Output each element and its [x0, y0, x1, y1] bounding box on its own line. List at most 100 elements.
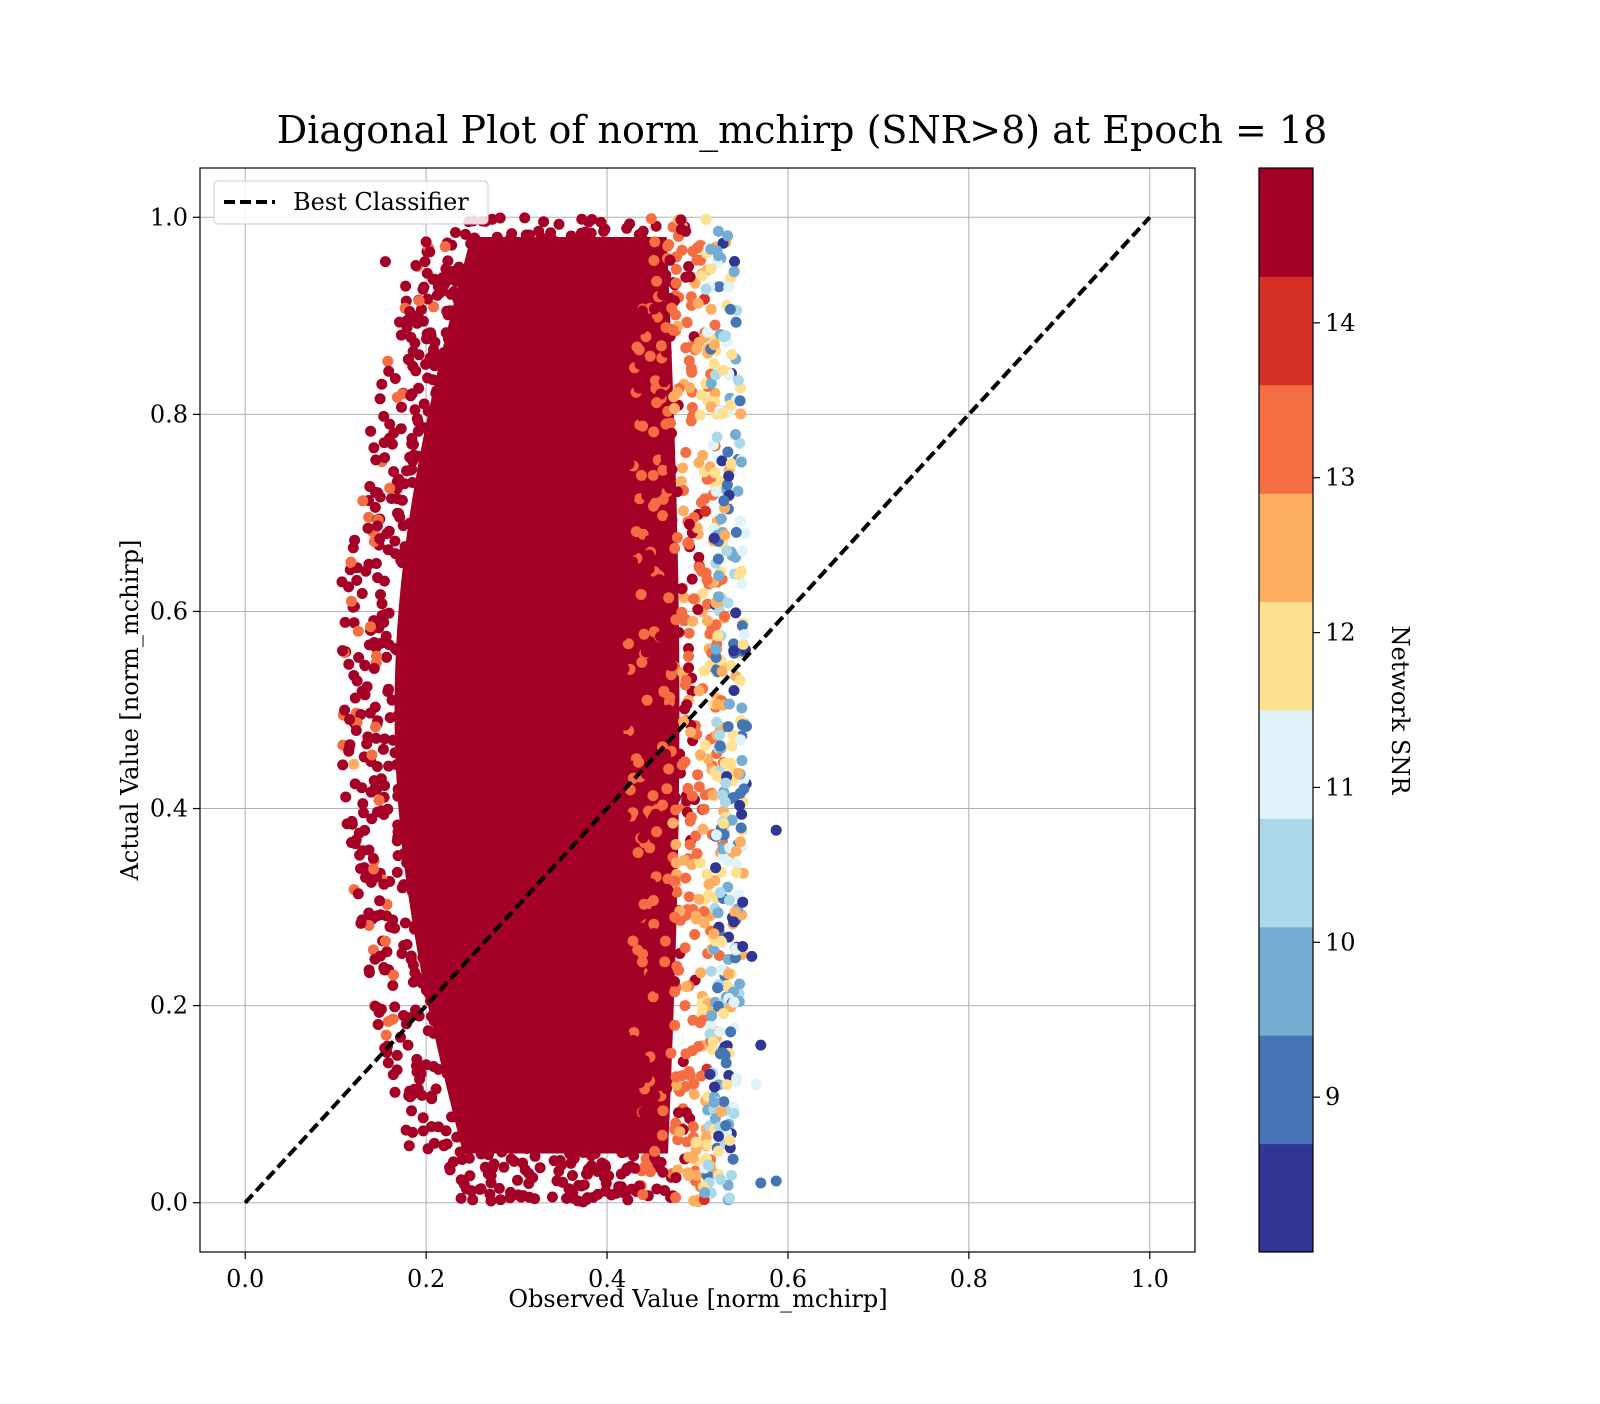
scatter-point: [685, 726, 697, 738]
scatter-point: [353, 827, 365, 839]
scatter-point: [666, 302, 678, 314]
scatter-point: [483, 375, 495, 387]
scatter-point: [624, 680, 636, 692]
scatter-point: [415, 541, 427, 553]
scatter-point: [408, 640, 420, 652]
scatter-point: [468, 1112, 480, 1124]
scatter-point: [687, 1014, 699, 1026]
scatter-point: [508, 975, 520, 987]
legend-label-best-classifier: Best Classifier: [293, 188, 469, 216]
scatter-point: [399, 917, 411, 929]
scatter-point: [732, 485, 744, 497]
scatter-point: [375, 589, 386, 601]
scatter-point: [476, 1063, 488, 1075]
scatter-point: [524, 610, 536, 621]
scatter-point: [595, 912, 607, 924]
scatter-point: [387, 980, 399, 991]
scatter-point: [646, 1019, 658, 1031]
scatter-point: [670, 277, 682, 289]
scatter-point: [444, 504, 455, 516]
scatter-point: [373, 794, 385, 806]
scatter-point: [596, 1045, 608, 1057]
scatter-point: [421, 267, 433, 279]
scatter-point: [550, 893, 562, 905]
scatter-point: [586, 902, 598, 914]
scatter-point: [540, 1091, 551, 1103]
scatter-point: [360, 565, 372, 577]
scatter-point: [574, 444, 585, 456]
scatter-point: [491, 675, 503, 687]
scatter-point: [675, 475, 687, 487]
scatter-point: [416, 902, 428, 913]
scatter-point: [604, 642, 616, 654]
scatter-point: [370, 732, 382, 744]
scatter-point: [563, 386, 575, 398]
scatter-point: [508, 346, 520, 358]
scatter-point: [583, 1093, 595, 1104]
scatter-point: [649, 236, 661, 248]
scatter-point: [516, 719, 528, 731]
scatter-point: [691, 343, 703, 355]
scatter-point: [548, 373, 560, 385]
scatter-point: [438, 1140, 450, 1152]
scatter-point: [585, 227, 597, 239]
scatter-point: [389, 373, 401, 384]
best-classifier-line-layer: [243, 215, 1152, 1205]
scatter-point: [706, 1010, 718, 1022]
scatter-point: [538, 216, 550, 228]
scatter-point: [680, 674, 692, 686]
scatter-point: [577, 1141, 589, 1153]
scatter-point: [688, 593, 700, 605]
scatter-point: [477, 1018, 489, 1030]
scatter-point: [607, 554, 619, 566]
scatter-point: [651, 826, 663, 838]
scatter-point: [671, 532, 683, 543]
scatter-point: [699, 505, 711, 517]
scatter-point: [396, 948, 408, 959]
scatter-point: [609, 974, 620, 986]
scatter-point: [540, 902, 552, 914]
scatter-point: [464, 772, 476, 784]
scatter-point: [718, 1008, 729, 1019]
scatter-point: [459, 350, 471, 362]
scatter-point: [552, 665, 564, 677]
scatter-point: [557, 920, 569, 932]
scatter-point: [612, 311, 624, 323]
scatter-point: [580, 872, 592, 884]
scatter-point: [572, 402, 584, 414]
scatter-point: [449, 433, 461, 445]
scatter-point: [709, 467, 721, 479]
scatter-point: [519, 1008, 531, 1020]
scatter-point: [474, 1183, 486, 1195]
scatter-point: [669, 875, 681, 887]
scatter-point: [559, 588, 571, 600]
scatter-point: [563, 271, 575, 283]
scatter-point: [440, 327, 452, 339]
scatter-point: [487, 1005, 499, 1017]
scatter-point: [666, 601, 678, 613]
scatter-points: [336, 212, 782, 1208]
scatter-point: [339, 616, 351, 628]
scatter-point: [494, 962, 505, 973]
scatter-point: [593, 347, 605, 359]
scatter-point: [590, 1116, 602, 1128]
scatter-point: [343, 658, 355, 670]
scatter-point: [614, 355, 626, 367]
scatter-point: [472, 561, 484, 573]
scatter-point: [525, 576, 537, 588]
scatter-point: [572, 417, 583, 428]
scatter-point: [700, 214, 712, 225]
scatter-point: [400, 602, 412, 614]
scatter-point: [551, 247, 563, 259]
scatter-point: [398, 1010, 409, 1021]
scatter-point: [473, 712, 484, 724]
scatter-point: [628, 1055, 640, 1067]
scatter-point: [480, 943, 492, 955]
scatter-point: [532, 650, 544, 662]
scatter-point: [577, 736, 589, 748]
scatter-point: [565, 1157, 577, 1169]
scatter-point: [605, 538, 617, 550]
scatter-point: [738, 629, 750, 641]
scatter-point: [632, 847, 644, 859]
scatter-point: [637, 420, 649, 432]
